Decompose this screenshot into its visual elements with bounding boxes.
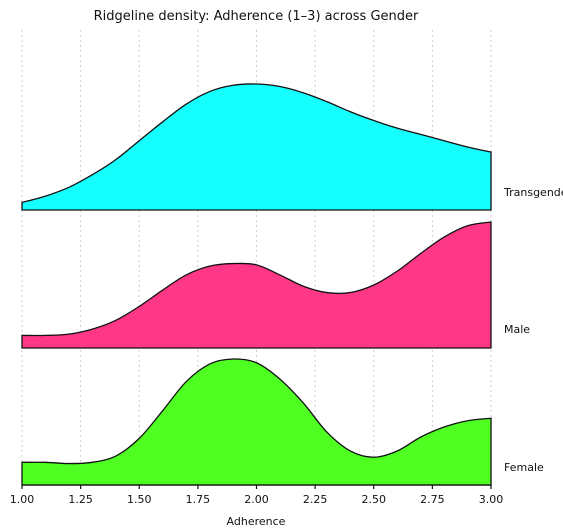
x-tick-label: 2.50 (362, 493, 387, 506)
ridge-female: Female (21, 358, 544, 486)
ridge-label-transgender: Transgender (503, 186, 563, 199)
ridge-area-female (21, 358, 492, 486)
ridge-transgender: Transgender (21, 83, 563, 211)
x-tick-label: 1.75 (186, 493, 211, 506)
ridge-area-transgender (21, 83, 492, 211)
ridges: Transgender Male Female (21, 83, 563, 486)
ridge-male: Male (21, 221, 530, 349)
x-tick-label: 2.75 (420, 493, 445, 506)
x-axis-label: Adherence (227, 515, 286, 528)
x-tick-label: 3.00 (479, 493, 504, 506)
ridge-label-female: Female (504, 461, 544, 474)
ridge-area-male (21, 221, 492, 349)
x-tick-label: 2.00 (244, 493, 269, 506)
x-axis: 1.00 1.25 1.50 1.75 2.00 2.25 2.50 2.75 3.00 (10, 484, 504, 506)
x-tick-label: 1.50 (127, 493, 152, 506)
x-tick-label: 2.25 (303, 493, 328, 506)
chart-title: Ridgeline density: Adherence (1–3) acros… (94, 9, 419, 24)
x-tick-label: 1.25 (68, 493, 93, 506)
x-tick-label: 1.00 (10, 493, 35, 506)
ridge-label-male: Male (504, 323, 530, 336)
